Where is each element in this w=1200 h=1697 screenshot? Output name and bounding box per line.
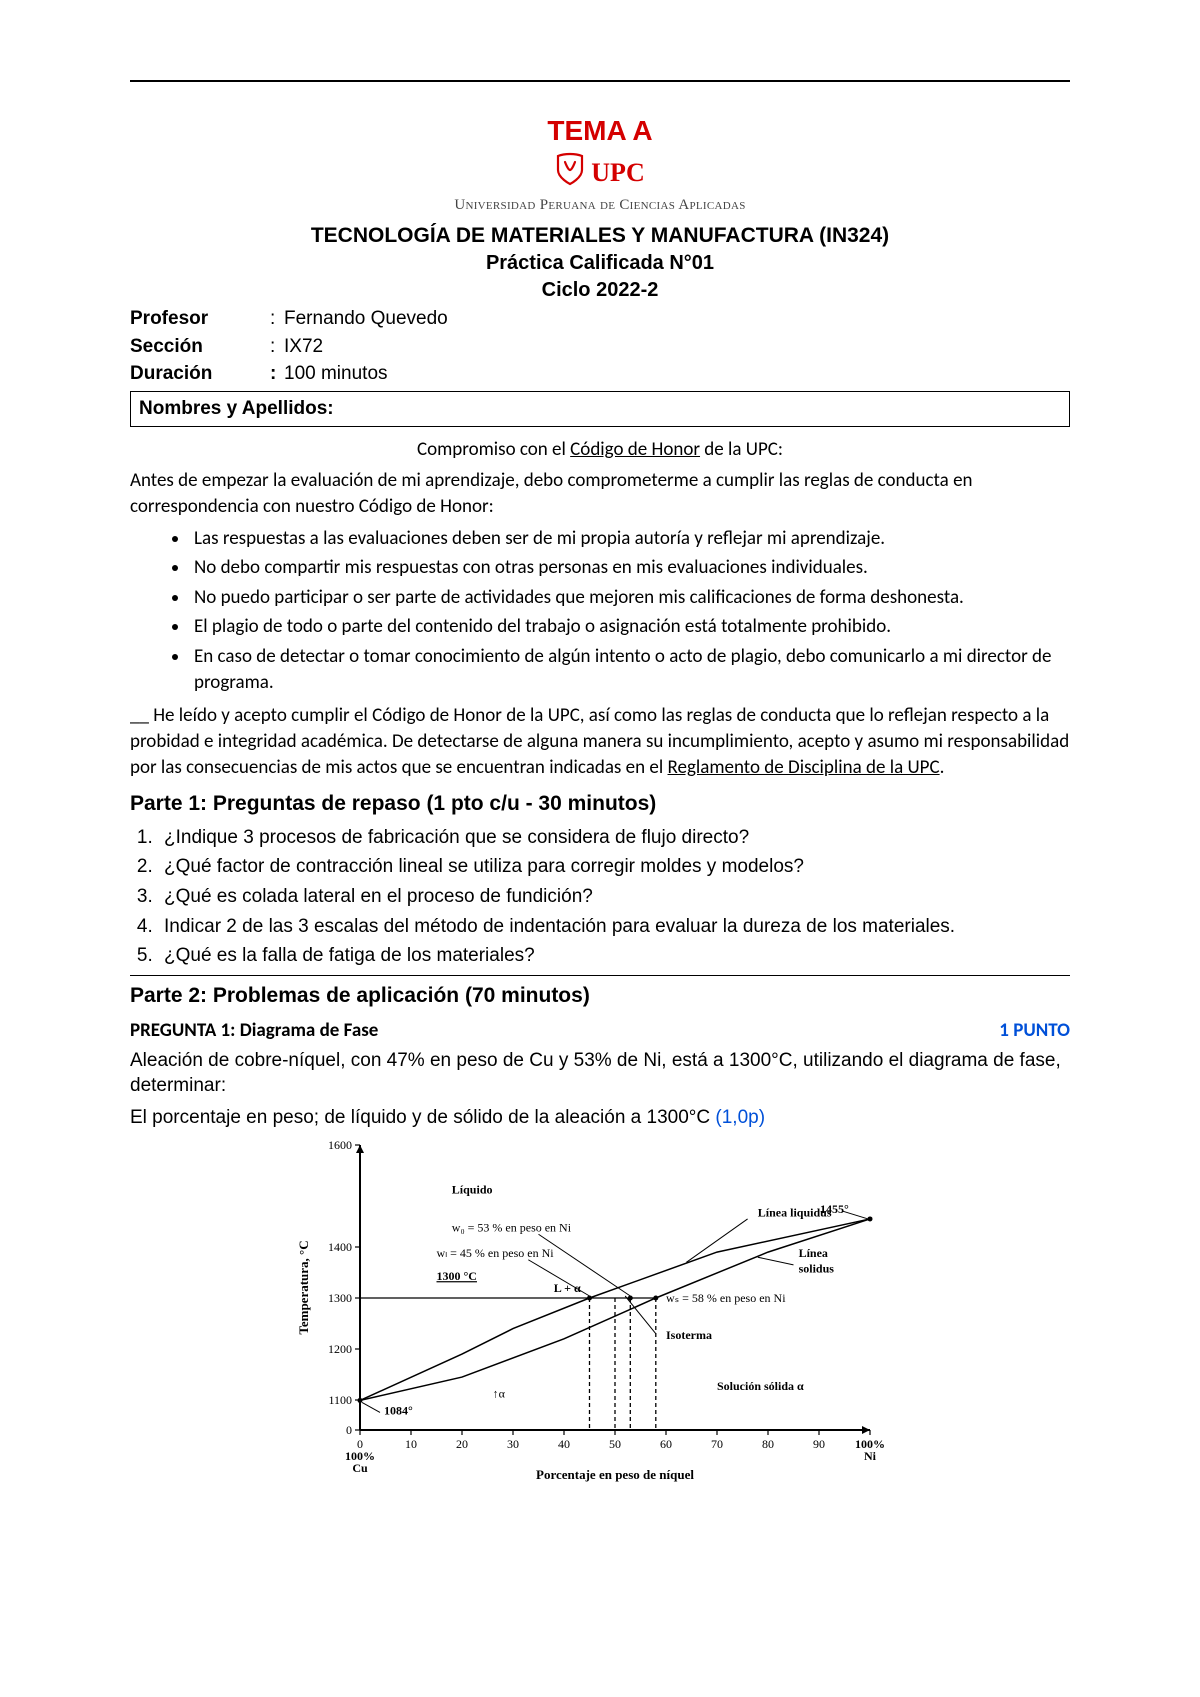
question1-header: PREGUNTA 1: Diagrama de Fase 1 PUNTO (130, 1018, 1070, 1044)
svg-text:Solución sólida α: Solución sólida α (717, 1379, 804, 1393)
honor-title-post: de la UPC: (700, 438, 783, 461)
upc-shield-icon (555, 152, 585, 194)
honor-intro: Antes de empezar la evaluación de mi apr… (130, 468, 1070, 519)
colon: : (270, 361, 284, 387)
svg-text:30: 30 (507, 1437, 519, 1451)
svg-text:1200: 1200 (328, 1342, 352, 1356)
svg-text:Líquido: Líquido (452, 1182, 493, 1196)
q1-text2: El porcentaje en peso; de líquido y de s… (130, 1105, 1070, 1131)
honor-code-title: Compromiso con el Código de Honor de la … (130, 437, 1070, 463)
section-row: Sección : IX72 (130, 334, 1070, 360)
svg-text:Isoterma: Isoterma (666, 1328, 712, 1342)
phase-diagram-chart: 0110012001300140016001020304050607080900… (290, 1135, 910, 1485)
name-field-label: Nombres y Apellidos: (139, 398, 334, 419)
professor-row: Profesor : Fernando Quevedo (130, 306, 1070, 332)
duration-value: 100 minutos (284, 361, 388, 387)
svg-text:20: 20 (456, 1437, 468, 1451)
honor-item: El plagio de todo o parte del contenido … (190, 614, 1070, 640)
svg-text:0: 0 (346, 1423, 352, 1437)
logo-row: UPC (130, 152, 1070, 194)
svg-text:Línea liquidus: Línea liquidus (758, 1205, 832, 1219)
honor-item: No debo compartir mis respuestas con otr… (190, 555, 1070, 581)
svg-text:1300 °C: 1300 °C (437, 1269, 477, 1283)
svg-text:1400: 1400 (328, 1240, 352, 1254)
svg-text:Temperatura, °C: Temperatura, °C (296, 1240, 311, 1334)
svg-text:wₗ = 45 % en peso en Ni: wₗ = 45 % en peso en Ni (437, 1246, 555, 1260)
svg-text:Ni: Ni (864, 1449, 877, 1463)
svg-text:wₛ = 58 % en peso en Ni: wₛ = 58 % en peso en Ni (666, 1291, 786, 1305)
svg-text:50: 50 (609, 1437, 621, 1451)
honor-item: No puedo participar o ser parte de activ… (190, 585, 1070, 611)
section-label: Sección (130, 334, 270, 360)
q1-points: 1 PUNTO (999, 1018, 1070, 1044)
svg-text:80: 80 (762, 1437, 774, 1451)
honor-title-link: Código de Honor (570, 438, 700, 461)
svg-text:↑α: ↑α (493, 1386, 506, 1400)
duration-label: Duración (130, 361, 270, 387)
accept-post: . (940, 756, 945, 779)
tema-heading: TEMA A (130, 112, 1070, 150)
duration-row: Duración : 100 minutos (130, 361, 1070, 387)
svg-text:70: 70 (711, 1437, 723, 1451)
upc-logo-text: UPC (591, 155, 644, 190)
honor-accept: __ He leído y acepto cumplir el Código d… (130, 703, 1070, 780)
svg-text:Línea: Línea (799, 1246, 828, 1260)
svg-text:1100: 1100 (328, 1393, 352, 1407)
question-item: Indicar 2 de las 3 escalas del método de… (158, 914, 1070, 940)
svg-text:90: 90 (813, 1437, 825, 1451)
honor-item: Las respuestas a las evaluaciones deben … (190, 526, 1070, 552)
svg-text:solidus: solidus (799, 1261, 835, 1275)
part1-questions: ¿Indique 3 procesos de fabricación que s… (130, 825, 1070, 969)
svg-text:60: 60 (660, 1437, 672, 1451)
honor-list: Las respuestas a las evaluaciones deben … (130, 526, 1070, 696)
question-item: ¿Qué es colada lateral en el proceso de … (158, 884, 1070, 910)
svg-text:40: 40 (558, 1437, 570, 1451)
question-item: ¿Indique 3 procesos de fabricación que s… (158, 825, 1070, 851)
section-value: IX72 (284, 334, 323, 360)
svg-text:Cu: Cu (352, 1461, 368, 1475)
svg-text:Porcentaje en peso de níquel: Porcentaje en peso de níquel (536, 1467, 694, 1482)
svg-text:1600: 1600 (328, 1138, 352, 1152)
q1-text2-points: (1,0p) (715, 1107, 765, 1128)
q1-text1: Aleación de cobre-níquel, con 47% en pes… (130, 1048, 1070, 1099)
top-rule (130, 80, 1070, 82)
honor-item: En caso de detectar o tomar conocimiento… (190, 644, 1070, 695)
accept-link: Reglamento de Disciplina de la UPC (668, 756, 940, 779)
university-name: Universidad Peruana de Ciencias Aplicada… (130, 195, 1070, 215)
q1-text2-pre: El porcentaje en peso; de líquido y de s… (130, 1107, 715, 1128)
colon: : (270, 334, 284, 360)
colon: : (270, 306, 284, 332)
professor-label: Profesor (130, 306, 270, 332)
question-item: ¿Qué factor de contracción lineal se uti… (158, 854, 1070, 880)
name-field-box[interactable]: Nombres y Apellidos: (130, 391, 1070, 427)
svg-text:w₀ = 53 % en peso en Ni: w₀ = 53 % en peso en Ni (452, 1220, 572, 1234)
course-title: TECNOLOGÍA DE MATERIALES Y MANUFACTURA (… (130, 222, 1070, 250)
svg-text:10: 10 (405, 1437, 417, 1451)
q1-title: PREGUNTA 1: Diagrama de Fase (130, 1018, 378, 1044)
exam-subtitle: Práctica Calificada N°01 (130, 250, 1070, 277)
divider (130, 975, 1070, 976)
professor-value: Fernando Quevedo (284, 306, 448, 332)
honor-title-pre: Compromiso con el (417, 438, 570, 461)
phase-diagram-wrap: 0110012001300140016001020304050607080900… (130, 1135, 1070, 1485)
part2-header: Parte 2: Problemas de aplicación (70 min… (130, 982, 1070, 1010)
question-item: ¿Qué es la falla de fatiga de los materi… (158, 943, 1070, 969)
part1-header: Parte 1: Preguntas de repaso (1 pto c/u … (130, 790, 1070, 818)
svg-text:1300: 1300 (328, 1291, 352, 1305)
cycle-label: Ciclo 2022-2 (130, 277, 1070, 304)
svg-text:1084°: 1084° (384, 1403, 413, 1417)
